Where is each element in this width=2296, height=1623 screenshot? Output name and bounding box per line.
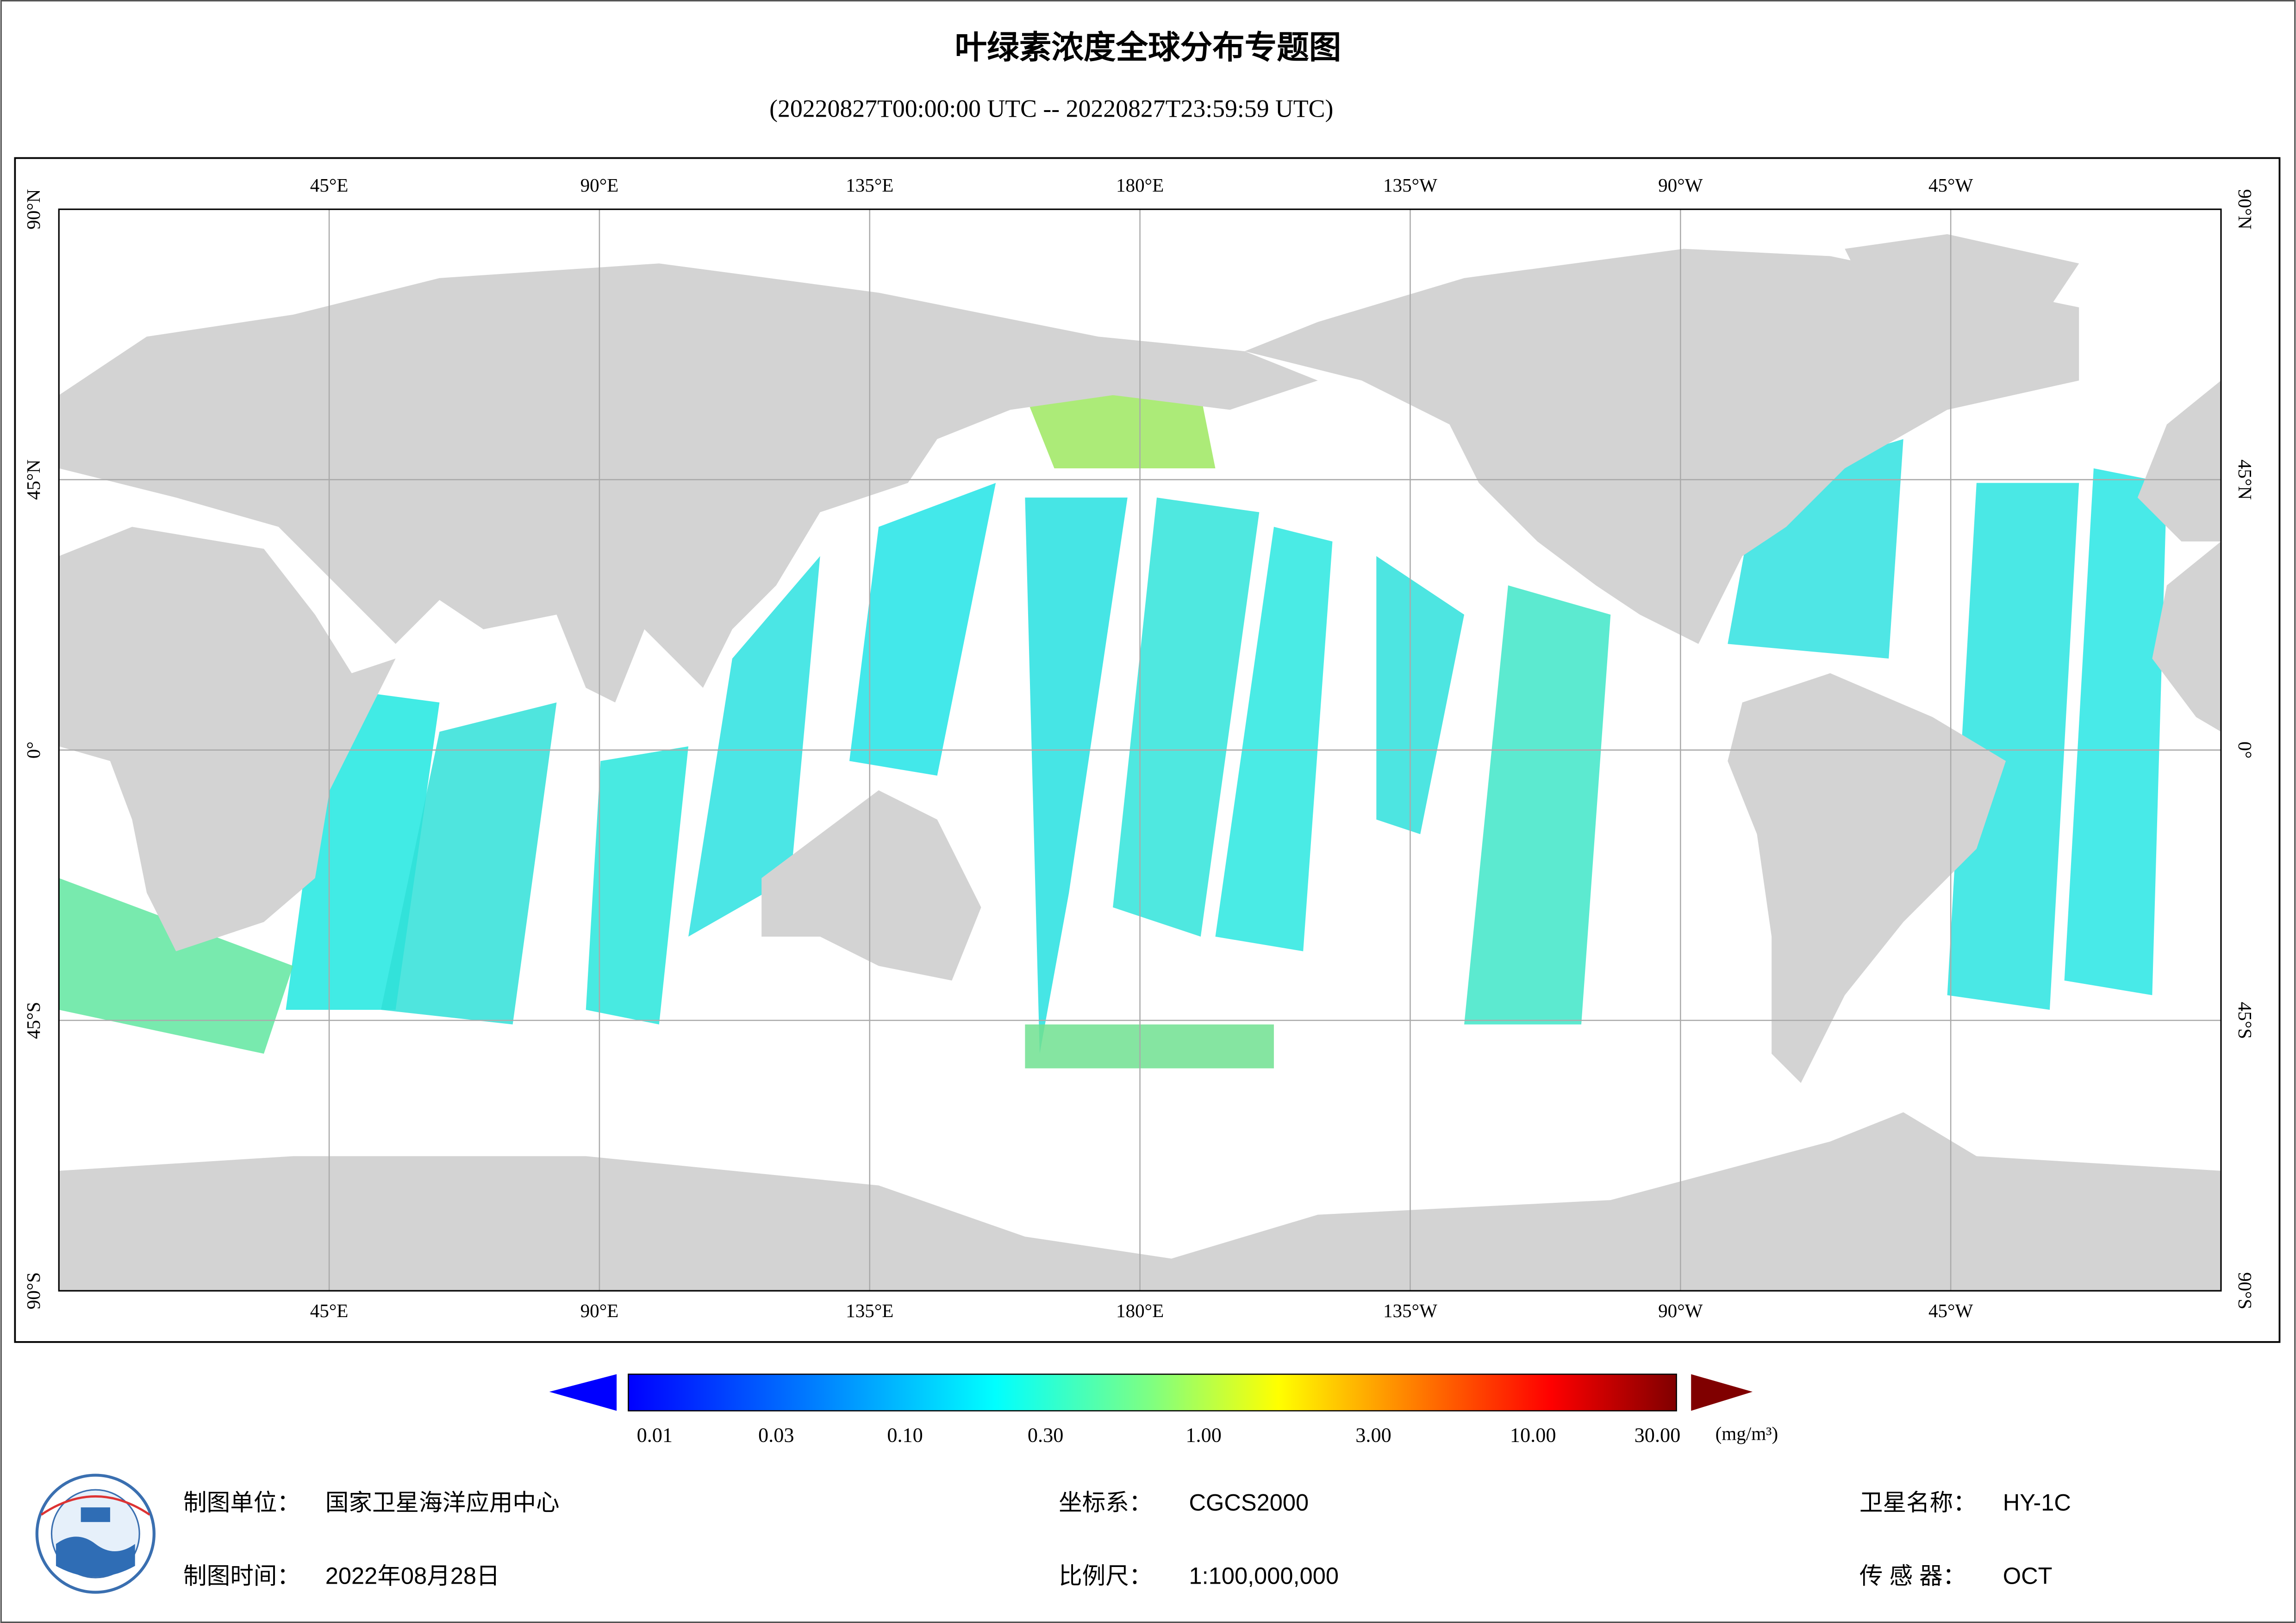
ocean-swath bbox=[1025, 1024, 1274, 1069]
longitude-label: 90°E bbox=[580, 174, 619, 196]
colorbar-unit: (mg/m³) bbox=[1716, 1423, 1778, 1445]
latitude-label: 45°S bbox=[2234, 1002, 2256, 1039]
ocean-swath bbox=[1947, 483, 2079, 1010]
latitude-label: 0° bbox=[2234, 741, 2256, 759]
land bbox=[2152, 541, 2221, 732]
footer-value: 国家卫星海洋应用中心 bbox=[325, 1489, 560, 1516]
longitude-label: 90°W bbox=[1658, 174, 1703, 196]
latitude-label: 90°S bbox=[2234, 1272, 2256, 1309]
ocean-swath bbox=[1113, 497, 1260, 937]
title: 叶绿素浓度全球分布专题图 bbox=[955, 29, 1341, 65]
footer-value: 1:100,000,000 bbox=[1189, 1562, 1339, 1589]
ocean-swath bbox=[1464, 585, 1611, 1025]
footer-label: 传 感 器： bbox=[1859, 1562, 1966, 1589]
footer-label: 制图单位： bbox=[183, 1489, 300, 1516]
ocean-swath bbox=[586, 746, 689, 1025]
colorbar bbox=[628, 1374, 1677, 1412]
longitude-label: 135°W bbox=[1383, 174, 1437, 196]
logo bbox=[35, 1474, 156, 1594]
latitude-label: 90°N bbox=[2234, 189, 2256, 230]
ocean-swath bbox=[688, 556, 820, 937]
longitude-label: 90°E bbox=[580, 1300, 619, 1321]
land bbox=[59, 527, 396, 951]
longitude-label: 45°W bbox=[1928, 1300, 1973, 1321]
map bbox=[59, 209, 2221, 1291]
colorbar-tick-label: 10.00 bbox=[1510, 1424, 1556, 1447]
ocean-swath bbox=[1025, 395, 1216, 468]
colorbar-tick-label: 0.03 bbox=[758, 1424, 794, 1447]
colorbar-tick-label: 3.00 bbox=[1355, 1424, 1391, 1447]
colorbar-ticks: 0.01 0.03 0.10 0.30 1.00 3.00 10.00 30.00 bbox=[637, 1424, 1681, 1447]
colorbar-tick-label: 0.01 bbox=[637, 1424, 673, 1447]
ocean-swath bbox=[381, 702, 557, 1025]
subtitle: (20220827T00:00:00 UTC -- 20220827T23:59… bbox=[769, 95, 1333, 123]
longitude-label: 45°E bbox=[310, 1300, 349, 1321]
footer-label: 卫星名称： bbox=[1859, 1489, 1977, 1516]
ocean-swath bbox=[2064, 468, 2167, 995]
land bbox=[1728, 673, 2006, 1083]
longitude-label: 135°W bbox=[1383, 1300, 1437, 1321]
colorbar-tick-label: 0.10 bbox=[887, 1424, 923, 1447]
ocean-swath bbox=[1025, 497, 1128, 1054]
land bbox=[1845, 234, 2079, 366]
footer-label: 制图时间： bbox=[183, 1562, 300, 1589]
longitude-label: 180°E bbox=[1116, 174, 1164, 196]
land bbox=[761, 790, 981, 981]
map-frame bbox=[14, 157, 2281, 1343]
latitude-label: 45°S bbox=[23, 1002, 44, 1039]
latitude-label: 90°N bbox=[23, 189, 44, 230]
footer-value: 2022年08月28日 bbox=[325, 1562, 500, 1589]
longitude-label: 45°E bbox=[310, 174, 349, 196]
longitude-label: 45°W bbox=[1928, 174, 1973, 196]
ocean-swath bbox=[59, 878, 293, 1054]
footer-value: CGCS2000 bbox=[1189, 1489, 1309, 1516]
footer-label: 比例尺： bbox=[1059, 1562, 1152, 1589]
map-labels: 45°E 45°E 90°E 90°E 135°E 135°E 180°E 180°E 135°… bbox=[23, 174, 2256, 1321]
footer-value: HY-1C bbox=[2003, 1489, 2071, 1516]
longitude-label: 180°E bbox=[1116, 1300, 1164, 1321]
latitude-label: 0° bbox=[23, 741, 44, 759]
ocean-swath bbox=[1376, 556, 1465, 834]
latitude-label: 90°S bbox=[23, 1272, 44, 1309]
ocean-swath bbox=[849, 483, 996, 776]
footer-label: 坐标系： bbox=[1059, 1489, 1152, 1516]
longitude-label: 135°E bbox=[846, 1300, 893, 1321]
land bbox=[2137, 380, 2221, 542]
longitude-label: 90°W bbox=[1658, 1300, 1703, 1321]
longitude-label: 135°E bbox=[846, 174, 893, 196]
colorbar-high-arrow bbox=[1691, 1374, 1753, 1411]
colorbar-tick-label: 1.00 bbox=[1185, 1424, 1221, 1447]
latitude-label: 45°N bbox=[2234, 460, 2256, 500]
map-border bbox=[58, 208, 2222, 1292]
colorbar-low-arrow bbox=[549, 1374, 617, 1411]
colorbar-tick-label: 30.00 bbox=[1635, 1424, 1681, 1447]
latitude-label: 45°N bbox=[23, 460, 44, 500]
footer-value: OCT bbox=[2003, 1562, 2053, 1589]
land bbox=[1244, 249, 2079, 644]
colorbar-tick-label: 0.30 bbox=[1028, 1424, 1063, 1447]
land bbox=[59, 263, 1318, 703]
ocean-swath bbox=[1215, 527, 1333, 951]
